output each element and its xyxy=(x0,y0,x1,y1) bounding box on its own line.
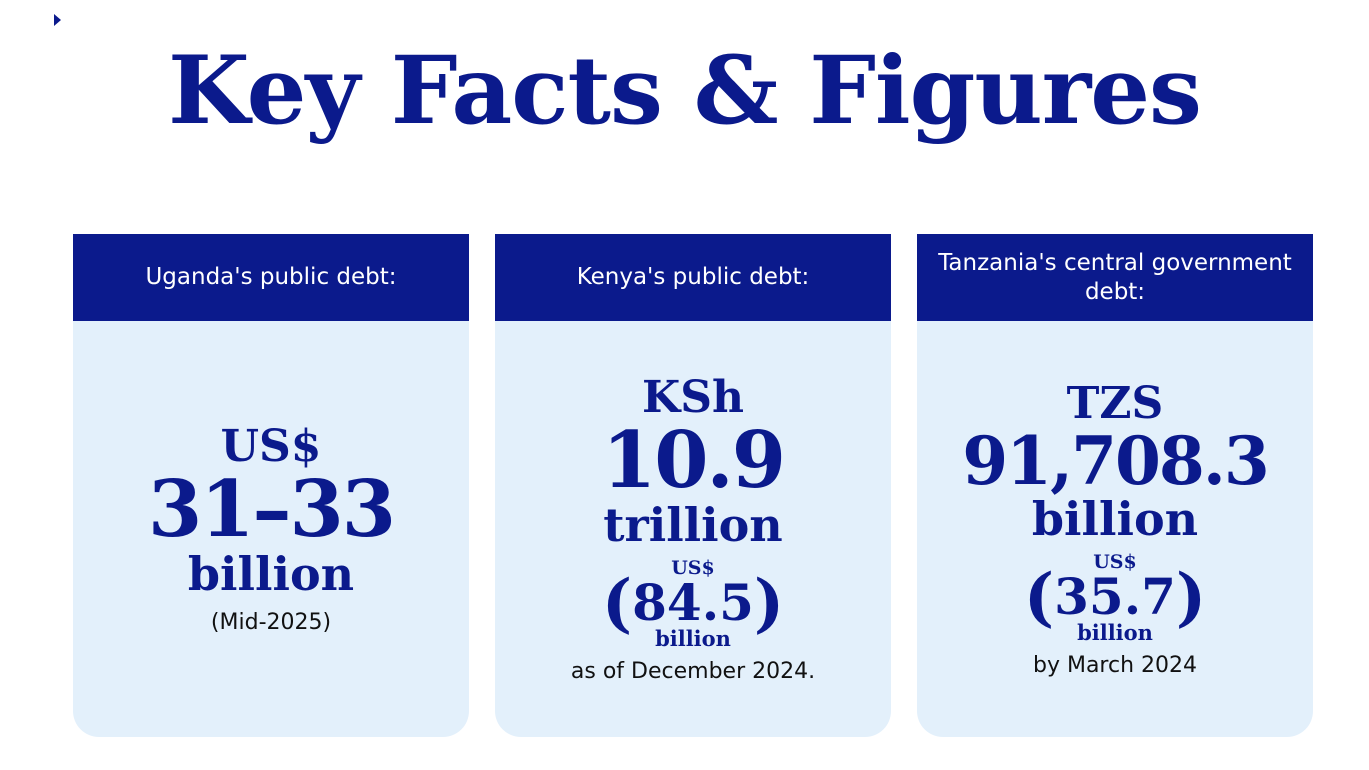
usd-amount: 35.7 xyxy=(1054,566,1176,626)
usd-unit: billion xyxy=(1077,619,1153,645)
usd-unit: billion xyxy=(655,625,731,651)
usd-currency: US$ xyxy=(671,556,715,579)
tanzania-debt-card: Tanzania's central government debt: TZS … xyxy=(917,234,1313,737)
page-title: Key Facts & Figures xyxy=(168,36,1202,146)
play-triangle-icon xyxy=(54,14,61,26)
debt-unit: billion xyxy=(1031,492,1199,547)
usd-equivalent: ( US$ 84.5 billion ) xyxy=(601,556,785,651)
uganda-debt-card: Uganda's public debt: US$ 31–33 billion … xyxy=(73,234,469,737)
debt-amount: 10.9 xyxy=(602,415,786,507)
card-body: US$ 31–33 billion (Mid-2025) xyxy=(73,321,469,737)
kenya-debt-card: Kenya's public debt: KSh 10.9 trillion (… xyxy=(495,234,891,737)
date-note: (Mid-2025) xyxy=(210,609,332,635)
card-body: KSh 10.9 trillion ( US$ 84.5 billion ) a… xyxy=(495,321,891,737)
card-header: Kenya's public debt: xyxy=(495,234,891,321)
card-body: TZS 91,708.3 billion ( US$ 35.7 billion … xyxy=(917,321,1313,737)
usd-stack: US$ 35.7 billion xyxy=(1054,550,1176,645)
card-header: Uganda's public debt: xyxy=(73,234,469,321)
card-header: Tanzania's central government debt: xyxy=(917,234,1313,321)
open-paren: ( xyxy=(1023,559,1055,635)
debt-unit: trillion xyxy=(603,498,783,553)
debt-amount: 91,708.3 xyxy=(962,422,1269,501)
usd-currency: US$ xyxy=(1093,550,1137,573)
date-note: by March 2024 xyxy=(1032,652,1198,678)
debt-unit: billion xyxy=(187,547,355,602)
usd-stack: US$ 84.5 billion xyxy=(632,556,754,651)
currency-label: US$ xyxy=(220,421,322,472)
usd-amount: 84.5 xyxy=(632,572,754,632)
usd-equivalent: ( US$ 35.7 billion ) xyxy=(1023,550,1207,645)
open-paren: ( xyxy=(601,565,633,641)
close-paren: ) xyxy=(1175,559,1207,635)
debt-amount: 31–33 xyxy=(147,464,396,556)
close-paren: ) xyxy=(753,565,785,641)
currency-label: TZS xyxy=(1066,378,1164,429)
currency-label: KSh xyxy=(641,372,744,423)
date-note: as of December 2024. xyxy=(570,658,816,684)
